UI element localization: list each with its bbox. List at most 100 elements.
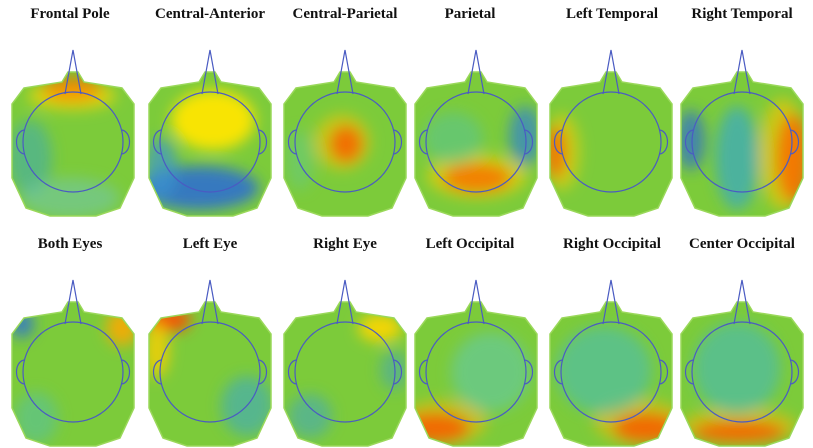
activation-spot (20, 178, 120, 216)
left-ear-outline (418, 359, 428, 385)
activation-spot (106, 310, 134, 346)
right-ear-outline (393, 129, 403, 155)
topomap-svg (283, 49, 407, 217)
right-ear-outline (258, 359, 268, 385)
right-ear-outline (524, 129, 534, 155)
head-outline (294, 321, 396, 423)
scalp-topomap (679, 278, 805, 448)
topomap-svg (414, 49, 538, 217)
right-ear-outline (393, 359, 403, 385)
activation-spot (715, 106, 759, 210)
topomap-svg (283, 279, 407, 447)
topomap-svg (11, 279, 135, 447)
nose-outline (336, 49, 354, 95)
scalp-topomap (282, 278, 408, 448)
head-outline (425, 91, 527, 193)
head-outline (159, 321, 261, 423)
scalp-topomap (413, 278, 539, 448)
left-ear-outline (15, 359, 25, 385)
activation-spot (286, 130, 314, 190)
topomap-svg (148, 49, 272, 217)
map-border (148, 301, 272, 447)
head-outline (22, 91, 124, 193)
head-outline (691, 91, 793, 193)
nose-outline (201, 49, 219, 95)
map-label: Parietal (444, 6, 496, 22)
nose-outline (467, 49, 485, 95)
topomap-svg (680, 279, 804, 447)
map-border (680, 71, 804, 217)
map-label: Right Temporal (691, 6, 793, 22)
right-ear-outline (258, 129, 268, 155)
left-ear-outline (152, 359, 162, 385)
map-label: Both Eyes (37, 236, 103, 252)
scalp-topomap (679, 48, 805, 218)
head-outline (294, 91, 396, 193)
head-outline (159, 91, 261, 193)
head-outline (425, 321, 527, 423)
nose-outline (602, 49, 620, 95)
activation-spot (427, 154, 527, 198)
scalp-topomap (147, 48, 273, 218)
nose-outline (733, 49, 751, 95)
map-border (549, 301, 673, 447)
activation-spot (759, 98, 803, 210)
activation-spot (693, 322, 781, 414)
left-ear-outline (553, 359, 563, 385)
map-label: Right Occipital (563, 236, 661, 252)
right-ear-outline (524, 359, 534, 385)
left-ear-outline (553, 129, 563, 155)
map-label: Center Occipital (689, 236, 795, 252)
left-ear-outline (152, 129, 162, 155)
topomap-svg (680, 49, 804, 217)
topomap-svg (11, 49, 135, 217)
topomap-svg (148, 279, 272, 447)
map-border (414, 71, 538, 217)
map-border (11, 71, 135, 217)
left-ear-outline (287, 129, 297, 155)
nose-outline (64, 279, 82, 325)
map-border (11, 301, 135, 447)
map-label: Left Eye (182, 236, 238, 252)
activation-spot (28, 82, 116, 110)
nose-outline (64, 49, 82, 95)
scalp-topomap (282, 48, 408, 218)
scalp-topomap (10, 278, 136, 448)
map-border (283, 301, 407, 447)
activation-spot (12, 310, 34, 338)
nose-outline (602, 279, 620, 325)
activation-spot (14, 392, 58, 444)
left-ear-outline (684, 129, 694, 155)
head-outline (22, 321, 124, 423)
scalp-topomap (147, 278, 273, 448)
activation-spot (149, 138, 177, 198)
scalp-topomap (413, 48, 539, 218)
activation-spot (149, 322, 169, 378)
nose-outline (336, 279, 354, 325)
nose-outline (201, 279, 219, 325)
left-ear-outline (418, 129, 428, 155)
activation-spot (509, 106, 537, 166)
map-label: Frontal Pole (30, 6, 110, 22)
map-border (680, 301, 804, 447)
right-ear-outline (790, 359, 800, 385)
head-outline (560, 321, 662, 423)
activation-spot (314, 114, 370, 170)
nose-outline (467, 279, 485, 325)
left-ear-outline (287, 359, 297, 385)
activation-spot (556, 326, 652, 414)
activation-spot (681, 110, 705, 170)
activation-spot (12, 120, 52, 196)
right-ear-outline (659, 129, 669, 155)
right-ear-outline (121, 359, 131, 385)
left-ear-outline (15, 129, 25, 155)
right-ear-outline (790, 129, 800, 155)
nose-outline (733, 279, 751, 325)
topomap-svg (549, 49, 673, 217)
map-border (283, 71, 407, 217)
right-ear-outline (659, 359, 669, 385)
activation-spot (451, 332, 531, 412)
map-label: Central-Anterior (155, 6, 265, 22)
map-border (414, 301, 538, 447)
scalp-topomap (10, 48, 136, 218)
